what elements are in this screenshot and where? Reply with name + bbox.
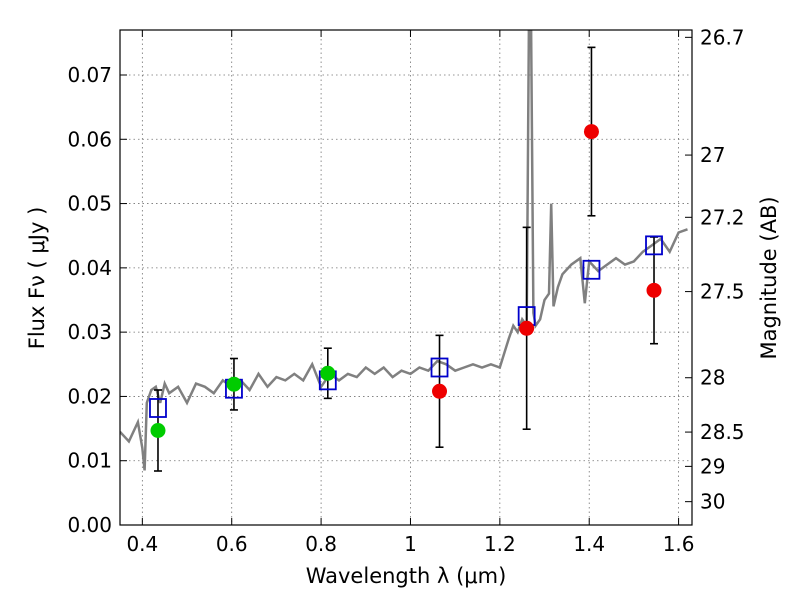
x-tick-label: 0.6 bbox=[216, 532, 248, 556]
y-tick-label: 0.05 bbox=[67, 192, 112, 216]
y-tick-label: 0.03 bbox=[67, 320, 112, 344]
plot-frame bbox=[119, 29, 693, 526]
green-point bbox=[150, 423, 166, 438]
spectrum-line bbox=[120, 30, 688, 471]
red-point bbox=[432, 383, 448, 399]
x-tick-label: 0.4 bbox=[126, 532, 158, 556]
y-tick-label: 0.04 bbox=[67, 256, 112, 280]
red-point bbox=[583, 124, 599, 140]
y2-tick-label: 28 bbox=[700, 366, 725, 390]
model-box bbox=[430, 357, 449, 378]
y2-tick-label: 30 bbox=[700, 490, 725, 514]
y-tick-label: 0.02 bbox=[67, 384, 112, 408]
y2-tick-label: 27.5 bbox=[700, 280, 745, 304]
y2-tick-label: 27 bbox=[700, 143, 725, 167]
x-axis-label: Wavelength λ (μm) bbox=[306, 564, 507, 588]
x-tick-label: 1.6 bbox=[663, 532, 695, 556]
model-box bbox=[149, 398, 167, 418]
axis-ticks: 0.4 0.6 0.8 1 1.2 1.4 1.6 0.00 0.01 0.02 0.03 0.04 0… bbox=[67, 25, 744, 556]
y2-tick-label: 26.7 bbox=[700, 25, 745, 49]
errorbars bbox=[153, 46, 659, 472]
model-box bbox=[645, 235, 663, 256]
model-box bbox=[582, 259, 601, 280]
red-point bbox=[646, 282, 662, 298]
model-boxes bbox=[149, 235, 663, 418]
green-point bbox=[226, 376, 242, 392]
y-tick-label: 0.00 bbox=[67, 513, 112, 537]
y2-tick-label: 29 bbox=[700, 454, 725, 478]
x-tick-label: 1.4 bbox=[573, 532, 605, 556]
x-tick-label: 1 bbox=[404, 532, 417, 556]
green-point bbox=[320, 365, 336, 381]
y-tick-label: 0.01 bbox=[67, 449, 112, 473]
y2-tick-label: 27.2 bbox=[700, 205, 745, 229]
y-axis-label: Flux Fν ( μJy ) bbox=[25, 207, 49, 350]
y2-tick-label: 28.5 bbox=[700, 420, 745, 444]
spectrum-series bbox=[120, 30, 688, 471]
grid-lines bbox=[120, 30, 692, 525]
x-tick-label: 0.8 bbox=[305, 532, 337, 556]
y-tick-label: 0.06 bbox=[67, 127, 112, 151]
y2-axis-label: Magnitude (AB) bbox=[757, 196, 781, 359]
red-point bbox=[519, 320, 535, 336]
photometry-points bbox=[150, 124, 662, 438]
x-tick-label: 1.2 bbox=[484, 532, 516, 556]
y-tick-label: 0.07 bbox=[67, 63, 112, 87]
